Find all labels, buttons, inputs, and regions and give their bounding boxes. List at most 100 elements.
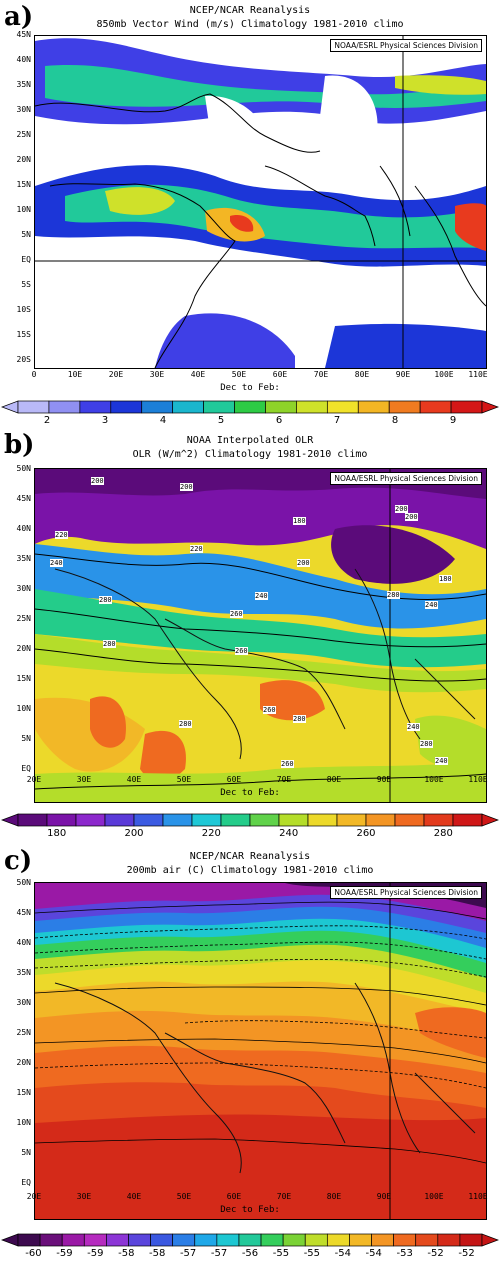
colorbar-swatch: [191, 813, 222, 827]
colorbar-label: 7: [333, 415, 341, 426]
lat-tick: EQ: [21, 255, 31, 264]
colorbar-swatch: [17, 400, 50, 414]
panel-a: a) NCEP/NCAR Reanalysis 850mb Vector Win…: [0, 0, 500, 426]
colorbar-label: 3: [101, 415, 109, 426]
colorbar-swatch: [415, 1233, 439, 1247]
contour-label: 200: [91, 477, 104, 485]
lat-tick: 30N: [16, 584, 31, 593]
colorbar-swatch: [249, 813, 280, 827]
lat-tick: 40N: [16, 938, 31, 947]
lat-tick: 5S: [21, 280, 31, 289]
lat-tick: 45N: [16, 30, 31, 39]
colorbar-swatch: [172, 400, 204, 414]
colorbar-swatch: [203, 400, 235, 414]
colorbar-swatch: [394, 813, 425, 827]
contour-label: 200: [395, 505, 408, 513]
colorbar-swatch: [265, 400, 297, 414]
contour-label: 200: [180, 483, 193, 491]
contour-label: 260: [281, 760, 294, 768]
lat-tick: 5N: [21, 230, 31, 239]
colorbar-swatch: [437, 1233, 461, 1247]
lat-tick: 10N: [16, 1118, 31, 1127]
colorbar-swatch: [46, 813, 77, 827]
colorbar-swatches: [1, 813, 499, 827]
colorbar-swatch: [282, 1233, 306, 1247]
colorbar-label: -59: [56, 1248, 73, 1259]
lon-tick: 40E: [190, 370, 206, 379]
colorbar-swatch: [450, 400, 483, 414]
lat-tick: 25N: [16, 1028, 31, 1037]
colorbar-swatch: [106, 1233, 129, 1247]
colorbar: 2 3 4 5 6 7 8 9: [0, 400, 500, 432]
lat-tick: 35N: [16, 968, 31, 977]
colorbar-swatch: [238, 1233, 262, 1247]
contour-label: 240: [50, 559, 63, 567]
colorbar-label: 200: [124, 828, 144, 839]
colorbar-swatch: [75, 813, 106, 827]
colorbar-swatch: [234, 400, 266, 414]
colorbar-swatch: [141, 400, 174, 414]
credit-box: NOAA/ESRL Physical Sciences Division: [330, 39, 482, 52]
colorbar-label: 9: [449, 415, 457, 426]
lon-tick: 20E: [108, 370, 124, 379]
lon-tick: 20E: [26, 1192, 42, 1201]
lon-tick: 60E: [226, 775, 242, 784]
contour-label: 280: [103, 640, 116, 648]
colorbar-swatch: [17, 1233, 41, 1247]
colorbar-label: -56: [241, 1248, 259, 1259]
lat-tick: 5N: [21, 734, 31, 743]
colorbar-label: -58: [118, 1248, 135, 1259]
colorbar-label: 4: [159, 415, 167, 426]
colorbar-swatch: [17, 813, 48, 827]
colorbar-swatch: [172, 1233, 196, 1247]
lon-tick: 100E: [424, 1192, 444, 1201]
season-label: Dec to Feb:: [220, 383, 280, 393]
map-title-line1: NCEP/NCAR Reanalysis: [189, 5, 311, 16]
colorbar-label: 180: [47, 828, 67, 839]
olr-map: NOAA/ESRL Physical Sciences Division 200…: [34, 468, 487, 803]
contour-label: 240: [435, 757, 448, 765]
contour-labels: 200 200 200 180 200 200 220 220 240 240 …: [35, 469, 486, 802]
colorbar-label: 6: [275, 415, 283, 426]
lat-tick: 45N: [16, 494, 31, 503]
lat-tick: 40N: [16, 524, 31, 533]
colorbar-swatch: [61, 1233, 85, 1247]
lat-tick: 50N: [16, 464, 31, 473]
credit-box: NOAA/ESRL Physical Sciences Division: [330, 472, 482, 485]
lon-tick: 110E: [468, 1192, 488, 1201]
colorbar-swatch: [133, 813, 164, 827]
lon-tick: 100E: [434, 370, 454, 379]
contour-label: 280: [387, 591, 400, 599]
lat-tick: 10S: [16, 305, 31, 314]
colorbar-swatch: [371, 1233, 394, 1247]
colorbar-swatch: [220, 813, 251, 827]
lat-tick: 20N: [16, 1058, 31, 1067]
colorbar-label: -60: [25, 1248, 42, 1259]
lat-tick: 25N: [16, 130, 31, 139]
colorbar-label: 5: [217, 415, 225, 426]
colorbar-swatch: [278, 813, 309, 827]
panel-label: b): [4, 430, 35, 460]
colorbar-swatch: [128, 1233, 151, 1247]
colorbar-arrow-right: [481, 1233, 499, 1247]
colorbar-label: -52: [427, 1248, 444, 1259]
lat-tick: 35N: [16, 80, 31, 89]
wind-map-field: [35, 36, 486, 368]
colorbar-swatch: [48, 400, 81, 414]
contour-label: 220: [190, 545, 203, 553]
colorbar-swatch: [336, 813, 367, 827]
lat-tick: 45N: [16, 908, 31, 917]
lon-tick: 80E: [354, 370, 370, 379]
colorbar-label: -57: [210, 1248, 228, 1259]
contour-label: 260: [235, 647, 248, 655]
colorbar-swatch: [388, 400, 421, 414]
lon-tick: 60E: [272, 370, 288, 379]
colorbar-swatch: [357, 400, 390, 414]
contour-label: 280: [179, 720, 192, 728]
colorbar-arrow-right: [481, 813, 499, 827]
contour-label: 240: [407, 723, 420, 731]
colorbar-swatch: [365, 813, 396, 827]
lat-tick: 30N: [16, 998, 31, 1007]
lon-tick: 60E: [226, 1192, 242, 1201]
colorbar-swatch: [419, 400, 452, 414]
